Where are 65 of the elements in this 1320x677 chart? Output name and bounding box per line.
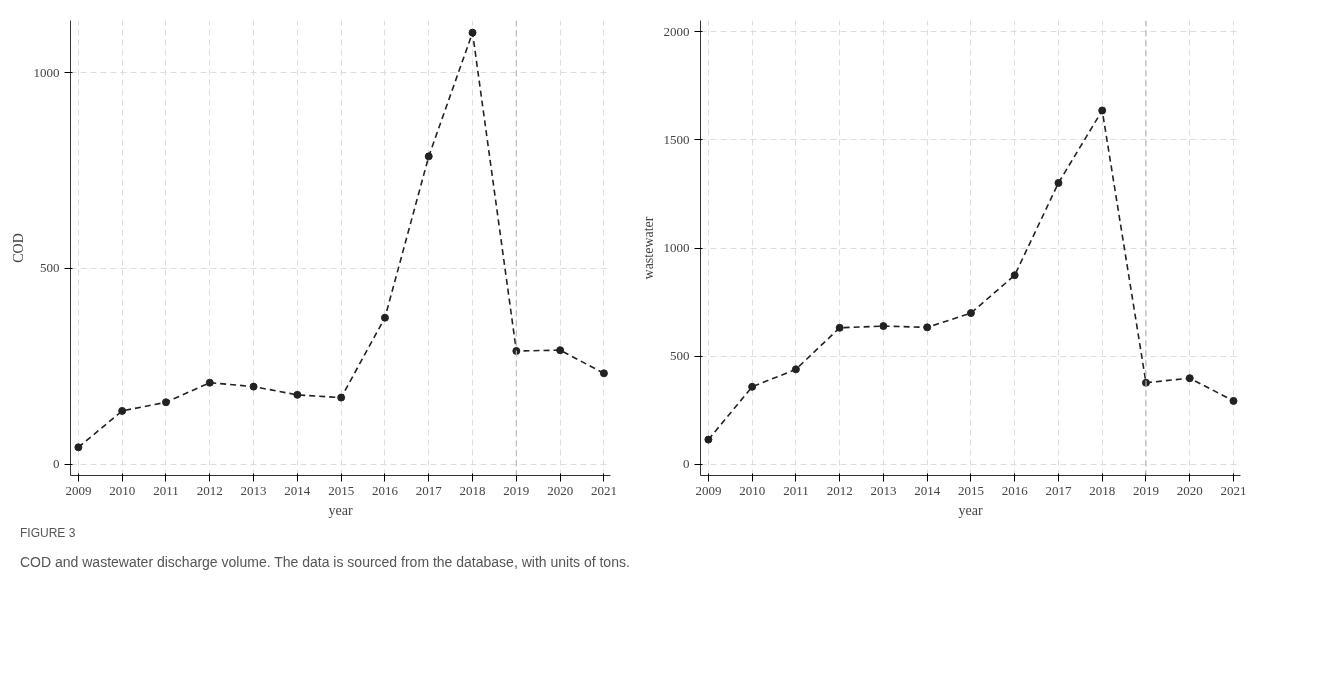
- point: [380, 313, 389, 322]
- x-tick-label: 2017: [415, 482, 443, 498]
- x-tick-label: 2019: [1132, 482, 1159, 498]
- text: COD and wastewater discharge volume. The data is sourced from the database, with units of tons.: [20, 553, 630, 573]
- x-tick-label: 2010: [109, 482, 136, 498]
- point: [599, 369, 608, 378]
- point: [74, 443, 83, 452]
- x-tick-label: 2021: [1220, 482, 1247, 498]
- x-tick-label: 2011: [153, 482, 179, 498]
- y-axis-title: COD: [10, 233, 26, 263]
- x-tick-label: 2012: [826, 482, 853, 498]
- point: [1054, 178, 1063, 187]
- point: [791, 365, 800, 374]
- x-tick-label: 2020: [1176, 482, 1203, 498]
- x-tick-label: 2017: [1045, 482, 1072, 498]
- point: [1229, 396, 1238, 405]
- x-axis-title: year: [958, 502, 983, 518]
- x-tick-label: 2010: [739, 482, 766, 498]
- x-tick-label: 2021: [590, 482, 617, 498]
- point: [1010, 271, 1019, 280]
- x-tick-label: 2011: [783, 482, 809, 498]
- point: [923, 323, 932, 332]
- point: [118, 406, 127, 415]
- point: [293, 390, 302, 399]
- x-tick-label: 2015: [328, 482, 355, 498]
- y-tick-label: 1000: [663, 240, 690, 255]
- x-tick-label: 2009: [695, 482, 722, 498]
- x-tick-label: 2020: [547, 482, 574, 498]
- x-tick-label: 2016: [1001, 482, 1029, 498]
- point: [205, 378, 214, 387]
- point: [337, 393, 346, 402]
- y-tick-label: 0: [683, 456, 690, 472]
- point: [468, 28, 477, 37]
- x-tick-label: 2018: [1089, 482, 1116, 498]
- y-tick-label: 1500: [663, 131, 690, 147]
- x-tick-label: 2015: [957, 482, 984, 498]
- x-tick-label: 2014: [284, 482, 311, 498]
- point: [966, 309, 975, 318]
- point: [556, 346, 565, 355]
- point: [1098, 106, 1107, 115]
- x-tick-label: 2014: [914, 482, 941, 498]
- x-tick-label: 2013: [870, 482, 897, 498]
- point: [1185, 374, 1194, 383]
- x-tick-label: 2018: [459, 482, 486, 498]
- point: [512, 346, 521, 355]
- y-tick-label: 500: [670, 348, 690, 364]
- y-axis-title: wastewater: [640, 216, 656, 280]
- caption: FIGURE 3: [20, 525, 76, 542]
- y-tick-label: 1000: [33, 64, 60, 80]
- x-tick-label: 2019: [503, 482, 530, 498]
- point: [424, 152, 433, 161]
- point: [748, 382, 757, 391]
- point: [161, 398, 170, 407]
- x-tick-label: 2009: [65, 482, 92, 498]
- y-tick-label: 2000: [663, 23, 690, 39]
- point: [704, 435, 713, 444]
- x-axis-title: year: [328, 502, 353, 518]
- x-tick-label: 2013: [240, 482, 267, 498]
- y-tick-label: 0: [53, 456, 60, 472]
- y-tick-label: 500: [40, 260, 60, 276]
- point: [879, 322, 888, 331]
- x-tick-label: 2012: [196, 482, 223, 498]
- x-tick-label: 2016: [371, 482, 399, 498]
- point: [249, 382, 258, 391]
- point: [835, 323, 844, 332]
